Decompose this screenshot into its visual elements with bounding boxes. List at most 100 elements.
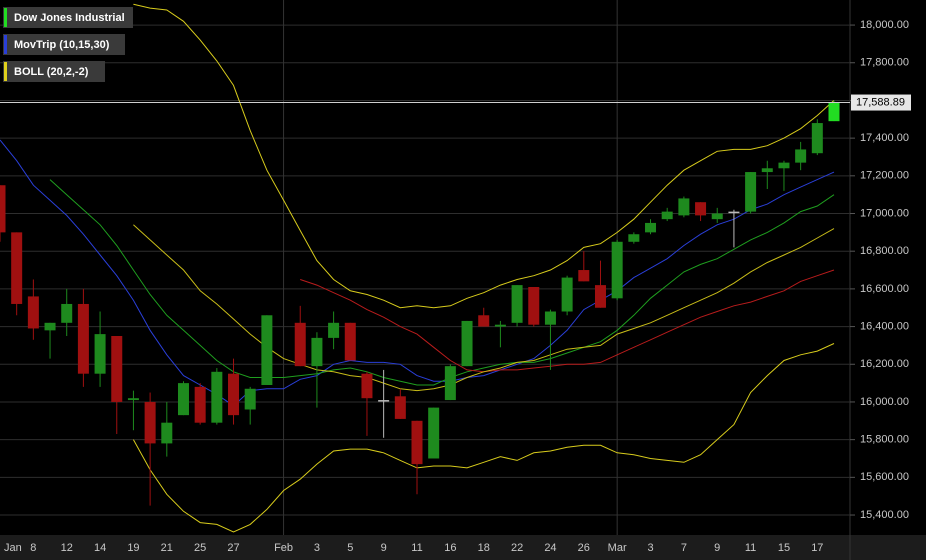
x-tick-label: 14 [94,542,106,554]
candle-body [428,407,440,459]
x-tick-label: 3 [647,542,653,554]
legend-box [3,7,133,28]
candle-body [728,211,740,214]
x-tick-label: 25 [194,542,206,554]
y-tick-label: 15,400.00 [860,509,909,521]
candle-body [528,287,540,325]
x-tick-label: 18 [478,542,490,554]
candle-body [544,311,556,325]
x-tick-label: 24 [544,542,556,554]
candle-body [94,334,106,374]
x-tick-label: 9 [381,542,387,554]
candle-body [661,211,673,220]
candle-body [344,322,356,361]
y-tick-label: 16,800.00 [860,245,909,257]
candle-body [378,400,390,402]
last-price-box [851,94,911,111]
x-tick-label: 9 [714,542,720,554]
candle-body [678,198,690,216]
x-tick-label: 7 [681,542,687,554]
candle-body [11,232,23,304]
legend-label: BOLL (20,2,-2) [14,66,89,78]
y-tick-label: 16,400.00 [860,320,909,332]
legend: Dow Jones Industrial MovTrip (10,15,30) BO… [3,7,133,82]
candle-body [111,336,123,402]
candle-body [211,371,223,423]
candle-body [244,388,256,410]
indicator-line [300,269,835,373]
candle-body [228,373,240,416]
candle-body [561,277,573,312]
candle-body [628,234,640,242]
y-tick-label: 17,200.00 [860,170,909,182]
indicator-line [0,139,835,407]
legend-box [3,34,125,55]
candle-body [611,241,623,299]
candle-body [645,222,657,233]
x-axis-band [0,535,926,560]
candle-body [127,398,139,401]
candle-body [745,172,757,212]
candle-body [361,373,373,399]
x-tick-label: Mar [608,542,627,554]
candle-body [711,213,723,220]
grid [0,0,850,535]
candle-body [0,185,6,233]
x-tick-label: 8 [30,542,36,554]
y-tick-label: 17,800.00 [860,57,909,69]
y-tick-label: 15,600.00 [860,471,909,483]
x-tick-label: 5 [347,542,353,554]
y-tick-label: 15,800.00 [860,434,909,446]
candle-body [695,202,707,216]
y-tick-label: 18,000.00 [860,19,909,31]
candle-body [261,315,273,385]
legend-label: MovTrip (10,15,30) [14,39,110,51]
x-tick-label: 11 [745,542,756,554]
candle-body [461,320,473,367]
legend-swatch [4,62,7,81]
candle-body [778,162,790,169]
y-tick-label: 16,600.00 [860,283,909,295]
x-tick-label: 21 [161,542,173,554]
indicator-line [133,224,835,392]
candle-body [44,322,56,331]
x-tick-label: 17 [811,542,823,554]
x-tick-label: 19 [127,542,139,554]
indicator-line [49,179,835,386]
y-tick-label: 16,000.00 [860,396,909,408]
legend-label: Dow Jones Industrial [14,12,125,24]
x-tick-label: 15 [778,542,790,554]
x-tick-label: 27 [227,542,239,554]
y-tick-label: 17,400.00 [860,132,909,144]
candle-body [478,315,490,327]
x-tick-label: 16 [444,542,456,554]
candle-body [578,270,590,282]
candle-body [328,322,340,338]
plot-area [0,3,850,533]
candle-body [811,123,823,154]
candle-body [294,322,306,367]
candle-body [511,285,523,323]
legend-swatch [4,8,7,27]
indicator-line [132,343,835,533]
candle-body [77,303,89,374]
candle-body [494,324,506,327]
candle-body [761,168,773,173]
x-tick-label: 22 [511,542,523,554]
indicator-line [133,3,835,309]
candle-body [444,366,456,401]
axes: 15,400.00 15,600.00 15,800.00 16,000.00 16,2… [4,19,911,554]
x-tick-label: 26 [578,542,590,554]
candle-body [411,420,423,465]
x-tick-label: Jan [4,542,22,554]
x-tick-label: 3 [314,542,320,554]
candle-body [795,149,807,163]
candle-body [27,296,39,329]
x-tick-label: 12 [61,542,73,554]
legend-box [3,61,105,82]
last-price-label: 17,588.89 [856,96,905,108]
candle-body [311,337,323,367]
candle-body [394,396,406,419]
